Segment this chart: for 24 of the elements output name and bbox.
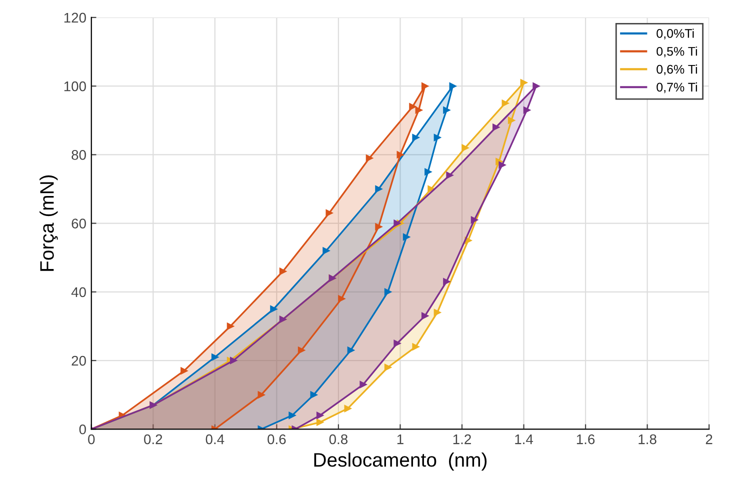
x-tick-label: 1 bbox=[397, 434, 404, 444]
x-tick-label: 2 bbox=[706, 434, 712, 444]
y-tick-label: 80 bbox=[72, 150, 86, 160]
y-tick-label: 100 bbox=[64, 81, 86, 92]
x-tick-label: 1.6 bbox=[576, 434, 595, 444]
y-tick-label: 60 bbox=[72, 218, 86, 228]
y-tick-label: 20 bbox=[72, 356, 86, 366]
y-tick-label: 40 bbox=[71, 287, 86, 298]
legend-label: 0,5% Ti bbox=[656, 46, 697, 58]
y-tick-label: 120 bbox=[64, 12, 86, 23]
x-axis-title: Deslocamento (nm) bbox=[314, 452, 487, 471]
y-tick-label: 0 bbox=[79, 424, 86, 434]
x-tick-label: 0.4 bbox=[206, 434, 224, 444]
x-tick-label: 0.6 bbox=[268, 434, 286, 444]
x-tick-label: 1.4 bbox=[515, 434, 534, 444]
legend-label: 0,7% Ti bbox=[656, 82, 697, 94]
x-tick-label: 0.8 bbox=[329, 434, 348, 444]
legend-label: 0,0%Ti bbox=[656, 28, 694, 40]
x-tick-label: 1.8 bbox=[638, 434, 656, 444]
y-axis-title: Força (mN) bbox=[40, 175, 58, 271]
x-tick-label: 1.2 bbox=[453, 434, 471, 444]
x-tick-label: 0.2 bbox=[144, 434, 162, 444]
x-tick-label: 0 bbox=[88, 434, 95, 444]
legend-label: 0,6% Ti bbox=[656, 64, 697, 76]
